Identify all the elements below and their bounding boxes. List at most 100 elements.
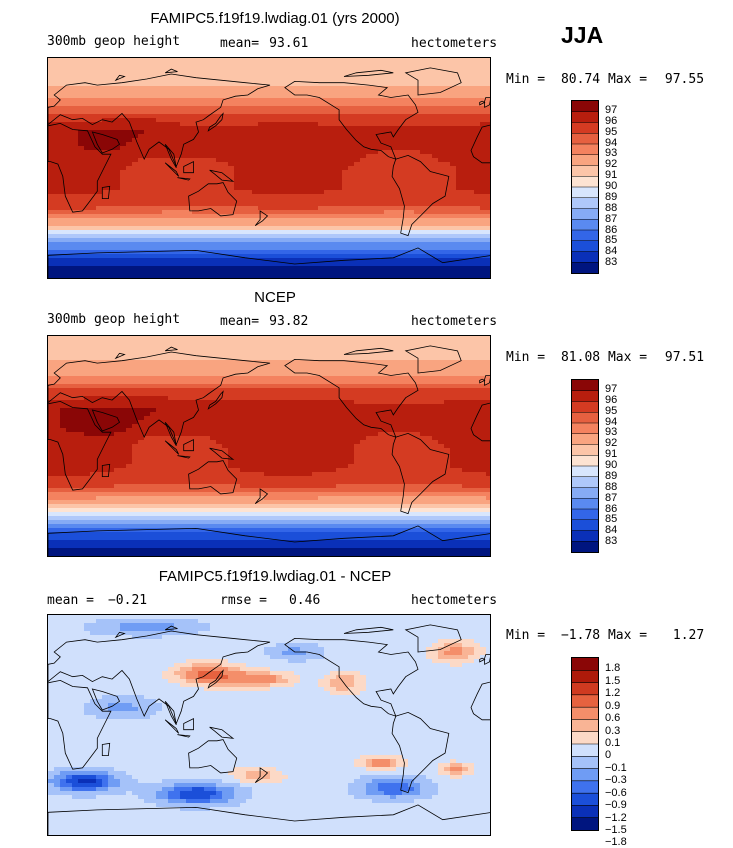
heatmap-cell	[132, 94, 139, 99]
heatmap-cell	[426, 348, 433, 353]
heatmap-cell	[462, 356, 469, 361]
heatmap-cell	[150, 198, 157, 203]
heatmap-cell	[414, 110, 421, 115]
heatmap-cell	[312, 182, 319, 187]
heatmap-cell	[456, 250, 463, 255]
heatmap-cell	[390, 130, 397, 135]
heatmap-cell	[48, 348, 55, 353]
heatmap-cell	[204, 372, 211, 377]
heatmap-cell	[480, 266, 487, 271]
heatmap-cell	[384, 262, 391, 267]
heatmap-cell	[456, 262, 463, 267]
heatmap-cell	[72, 142, 79, 147]
heatmap-cell	[120, 70, 127, 75]
heatmap-cell	[294, 150, 301, 155]
heatmap-cell	[282, 82, 289, 87]
heatmap-cell	[300, 178, 307, 183]
heatmap-cell	[210, 162, 217, 167]
heatmap-cell	[342, 130, 349, 135]
heatmap-cell	[102, 266, 109, 271]
heatmap-cell	[366, 98, 373, 103]
heatmap-cell	[486, 158, 490, 163]
heatmap-cell	[252, 206, 259, 211]
heatmap-cell	[228, 174, 235, 179]
heatmap-cell	[438, 364, 445, 369]
heatmap-cell	[234, 86, 241, 91]
heatmap-cell	[342, 198, 349, 203]
heatmap-cell	[252, 254, 259, 259]
heatmap-cell	[174, 174, 181, 179]
heatmap-cell	[66, 146, 73, 151]
heatmap-cell	[150, 82, 157, 87]
heatmap-cell	[144, 66, 151, 71]
heatmap-cell	[264, 372, 271, 377]
heatmap-cell	[240, 82, 247, 87]
heatmap-cell	[132, 102, 139, 107]
heatmap-cell	[102, 344, 109, 349]
heatmap-cell	[162, 110, 169, 115]
heatmap-cell	[294, 190, 301, 195]
heatmap-cell	[342, 174, 349, 179]
heatmap-cell	[240, 214, 247, 219]
heatmap-cell	[162, 258, 169, 263]
heatmap-cell	[282, 372, 289, 377]
heatmap-cell	[426, 356, 433, 361]
heatmap-cell	[216, 344, 223, 349]
heatmap-cell	[384, 82, 391, 87]
heatmap-cell	[324, 222, 331, 227]
heatmap-cell	[210, 344, 217, 349]
colorbar-swatch	[572, 230, 598, 242]
heatmap-cell	[144, 114, 151, 119]
heatmap-cell	[180, 190, 187, 195]
heatmap-cell	[372, 170, 379, 175]
heatmap-cell	[192, 238, 199, 243]
heatmap-cell	[294, 130, 301, 135]
heatmap-cell	[444, 86, 451, 91]
heatmap-cell	[240, 94, 247, 99]
heatmap-cell	[306, 134, 313, 139]
heatmap-cell	[54, 274, 61, 278]
heatmap-cell	[84, 102, 91, 107]
heatmap-cell	[474, 170, 481, 175]
heatmap-cell	[126, 230, 133, 235]
heatmap-cell	[210, 66, 217, 71]
heatmap-cell	[396, 206, 403, 211]
heatmap-cell	[468, 94, 475, 99]
heatmap-cell	[456, 118, 463, 123]
heatmap-cell	[438, 278, 445, 279]
heatmap-cell	[72, 86, 79, 91]
heatmap-cell	[114, 336, 121, 341]
heatmap-cell	[432, 178, 439, 183]
heatmap-cell	[120, 102, 127, 107]
heatmap-cell	[444, 352, 451, 357]
heatmap-cell	[204, 266, 211, 271]
heatmap-cell	[330, 146, 337, 151]
heatmap-cell	[252, 150, 259, 155]
heatmap-cell	[432, 62, 439, 67]
heatmap-cell	[126, 202, 133, 207]
heatmap-cell	[444, 262, 451, 267]
heatmap-cell	[300, 368, 307, 373]
heatmap-cell	[192, 126, 199, 131]
heatmap-cell	[294, 238, 301, 243]
heatmap-cell	[360, 182, 367, 187]
heatmap-cell	[258, 348, 265, 353]
heatmap-cell	[270, 372, 277, 377]
heatmap-cell	[162, 170, 169, 175]
heatmap-cell	[384, 226, 391, 231]
heatmap-cell	[414, 154, 421, 159]
heatmap-cell	[48, 130, 55, 135]
heatmap-cell	[318, 246, 325, 251]
heatmap-cell	[246, 118, 253, 123]
heatmap-cell	[288, 238, 295, 243]
heatmap-cell	[294, 262, 301, 267]
heatmap-cell	[300, 158, 307, 163]
heatmap-cell	[312, 368, 319, 373]
heatmap-cell	[228, 94, 235, 99]
heatmap-cell	[246, 146, 253, 151]
heatmap-cell	[72, 238, 79, 243]
heatmap-cell	[444, 118, 451, 123]
heatmap-cell	[156, 242, 163, 247]
heatmap-cell	[390, 102, 397, 107]
heatmap-cell	[390, 110, 397, 115]
